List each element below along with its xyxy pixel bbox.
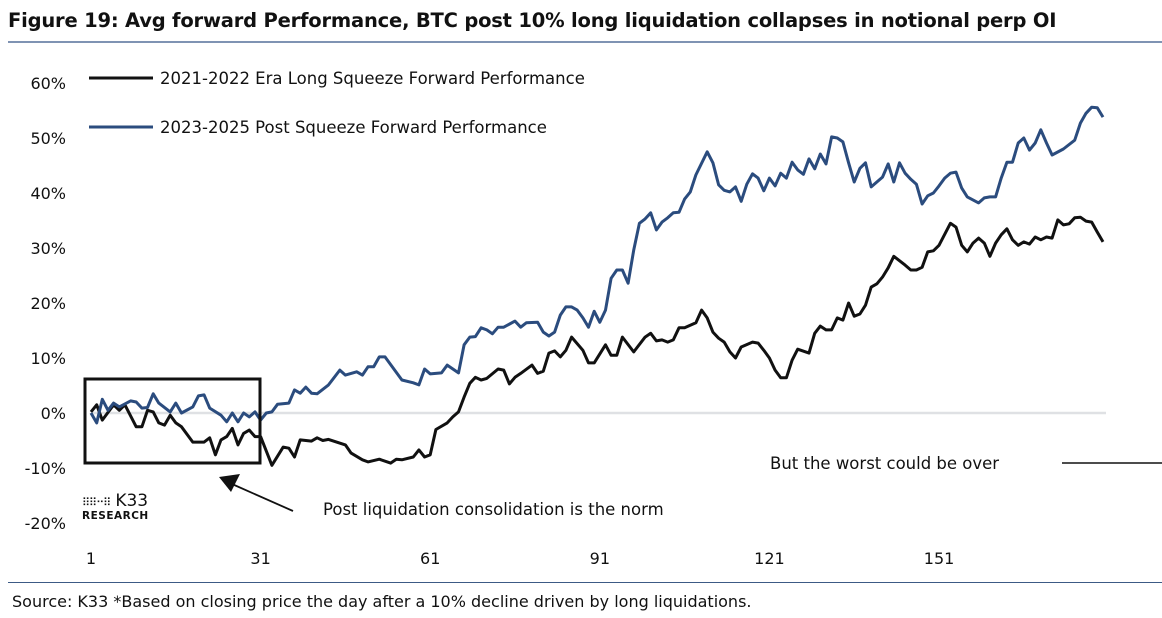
series-group — [89, 105, 1105, 467]
y-tick-label: 20% — [30, 294, 66, 313]
k33-research-logo: ⠿⠿⠒⠿ K33 RESEARCH — [82, 493, 149, 522]
x-tick-label: 91 — [590, 549, 610, 568]
logo-subtitle: RESEARCH — [82, 510, 149, 522]
y-tick-label: -10% — [25, 459, 66, 478]
x-tick-label: 31 — [250, 549, 270, 568]
y-tick-label: 40% — [30, 184, 66, 203]
source-note: Source: K33 *Based on closing price the … — [12, 592, 752, 611]
x-tick-label: 151 — [924, 549, 955, 568]
chart-title: Figure 19: Avg forward Performance, BTC … — [8, 9, 1057, 32]
y-tick-label: 0% — [41, 404, 66, 423]
annotation-worst-over: But the worst could be over — [770, 454, 999, 473]
dot-grid-icon: ⠿⠿⠒⠿ — [82, 496, 111, 509]
x-tick-label: 1 — [86, 549, 96, 568]
legend: 2021-2022 Era Long Squeeze Forward Perfo… — [89, 69, 585, 137]
annotation-consolidation: Post liquidation consolidation is the no… — [323, 500, 664, 519]
footer-divider — [8, 582, 1162, 583]
y-tick-label: 50% — [30, 129, 66, 148]
y-axis-ticks: 60% 50% 40% 30% 20% 10% 0% -10% -20% — [25, 74, 66, 533]
legend-label-2023-2025: 2023-2025 Post Squeeze Forward Performan… — [160, 118, 547, 137]
y-tick-label: 60% — [30, 74, 66, 93]
annotation-arrow-shaft — [231, 483, 294, 512]
annotation-arrow-head-icon — [219, 474, 240, 492]
x-axis-ticks: 1 31 61 91 121 151 — [86, 549, 954, 568]
series-line-2023-2025 — [89, 105, 1105, 425]
x-tick-label: 121 — [754, 549, 785, 568]
legend-label-2021-2022: 2021-2022 Era Long Squeeze Forward Perfo… — [160, 69, 585, 88]
consolidation-highlight-box — [83, 377, 262, 465]
series-line-2021-2022 — [89, 215, 1105, 467]
logo-name: K33 — [115, 491, 149, 511]
y-tick-label: 10% — [30, 349, 66, 368]
y-tick-label: -20% — [25, 514, 66, 533]
y-tick-label: 30% — [30, 239, 66, 258]
title-divider — [8, 41, 1162, 43]
x-tick-label: 61 — [420, 549, 440, 568]
